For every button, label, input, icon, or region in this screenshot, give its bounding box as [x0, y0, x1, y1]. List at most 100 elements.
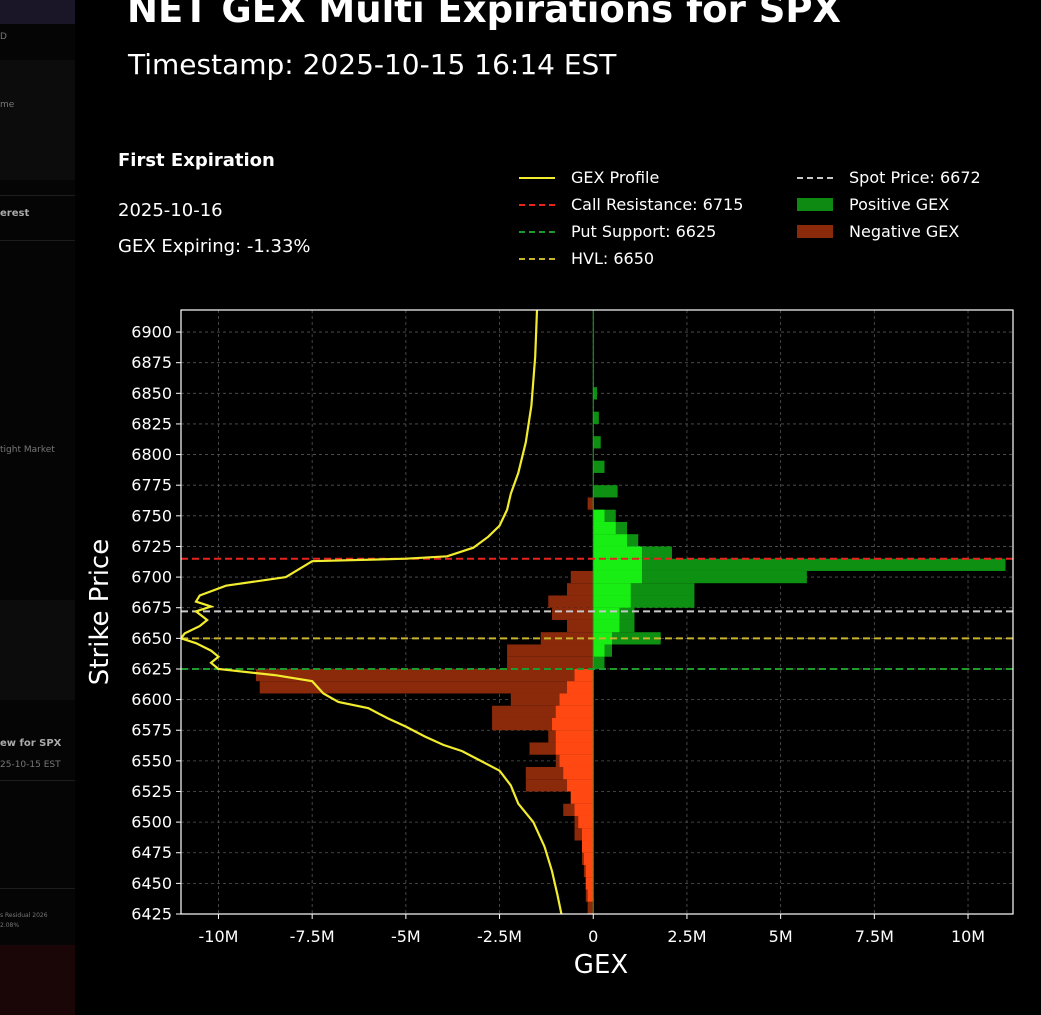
y-tick-label: 6700: [131, 568, 172, 587]
first-exp-negative-bar: [555, 742, 594, 755]
y-tick-label: 6525: [131, 782, 172, 801]
y-tick-label: 6725: [131, 537, 172, 556]
y-tick-label: 6875: [131, 353, 172, 372]
gex-expiring: GEX Expiring: -1.33%: [118, 236, 311, 257]
negative-gex-bar: [255, 668, 594, 682]
first-exp-positive-bar: [593, 595, 631, 608]
negative-gex-bar: [507, 644, 594, 657]
sidebar-panel: [0, 60, 75, 180]
x-tick-label: -2.5M: [477, 927, 522, 946]
first-exp-negative-bar: [555, 705, 594, 718]
y-tick-label: 6450: [131, 874, 172, 893]
y-tick-label: 6500: [131, 813, 172, 832]
x-tick-label: 7.5M: [855, 927, 894, 946]
sidebar-divider: [0, 888, 75, 889]
expiration-heading: First Expiration: [118, 150, 275, 171]
negative-gex-bar: [587, 901, 594, 914]
positive-gex-bar: [593, 411, 599, 424]
positive-gex-bar: [593, 558, 1006, 571]
first-exp-positive-bar: [593, 546, 642, 559]
y-tick-label: 6425: [131, 905, 172, 924]
positive-gex-bar: [593, 436, 601, 449]
y-tick-label: 6775: [131, 476, 172, 495]
first-exp-positive-bar: [593, 583, 631, 596]
negative-gex-bar: [552, 607, 594, 620]
sidebar-fragment: ew for SPX: [0, 738, 62, 749]
negative-gex-bar: [567, 583, 594, 596]
legend-swatch: [797, 198, 833, 211]
negative-gex-bar: [587, 497, 594, 510]
chart-legend: GEX Profile Call Resistance: 6715 Put Su…: [515, 164, 1015, 276]
first-exp-negative-bar: [567, 779, 594, 792]
legend-call-resistance: Call Resistance: 6715: [519, 195, 743, 214]
first-exp-negative-bar: [574, 668, 594, 682]
sidebar-fragment: erest: [0, 208, 30, 219]
y-tick-label: 6900: [131, 323, 172, 342]
first-exp-positive-bar: [593, 558, 642, 571]
negative-gex-bar: [567, 619, 594, 633]
positive-gex-bar: [593, 460, 605, 473]
sidebar-divider: [0, 195, 75, 196]
first-exp-positive-bar: [593, 607, 620, 620]
legend-swatch: [519, 257, 555, 260]
y-tick-label: 6750: [131, 506, 172, 525]
first-exp-negative-bar: [567, 681, 594, 694]
expiration-date: 2025-10-16: [118, 200, 223, 221]
negative-gex-bar: [548, 595, 594, 608]
first-exp-positive-bar: [593, 521, 616, 535]
x-tick-label: 5M: [769, 927, 793, 946]
y-tick-label: 6825: [131, 414, 172, 433]
sidebar-fragment: 25-10-15 EST: [0, 760, 61, 770]
gex-profile-line: [181, 310, 563, 914]
sidebar-fragment: s Residual 2026: [0, 912, 48, 919]
sidebar-panel: [0, 600, 75, 700]
positive-gex-bar: [593, 570, 807, 584]
legend-put-support: Put Support: 6625: [519, 222, 716, 241]
first-exp-positive-bar: [593, 619, 620, 633]
y-axis-label: Strike Price: [85, 539, 115, 685]
y-tick-label: 6800: [131, 445, 172, 464]
first-exp-negative-bar: [585, 877, 594, 890]
sidebar-fragment: 2.08%: [0, 922, 20, 929]
first-exp-negative-bar: [582, 840, 594, 853]
plot-frame: [180, 309, 1014, 915]
first-exp-negative-bar: [574, 803, 594, 816]
first-exp-negative-bar: [559, 754, 594, 767]
legend-swatch: [797, 176, 833, 179]
y-tick-label: 6600: [131, 690, 172, 709]
y-tick-label: 6650: [131, 629, 172, 648]
negative-gex-bar: [507, 656, 594, 669]
background-sidebar: D me erest tight Market ew for SPX 25-10…: [0, 0, 75, 1015]
x-axis-label: GEX: [574, 950, 628, 980]
positive-gex-bar: [593, 656, 605, 669]
first-exp-negative-bar: [578, 815, 594, 829]
sidebar-divider: [0, 240, 75, 241]
y-tick-label: 6550: [131, 751, 172, 770]
y-tick-label: 6675: [131, 598, 172, 617]
legend-swatch: [519, 230, 555, 233]
sidebar-fragment: D: [0, 32, 7, 42]
first-exp-positive-bar: [593, 570, 642, 584]
legend-swatch: [797, 225, 833, 238]
legend-negative-gex: Negative GEX: [797, 222, 959, 241]
legend-hvl: HVL: 6650: [519, 249, 654, 268]
positive-gex-bar: [593, 387, 597, 400]
x-tick-label: 0: [588, 927, 598, 946]
y-tick-label: 6475: [131, 843, 172, 862]
x-tick-label: -5M: [391, 927, 421, 946]
first-exp-negative-bar: [585, 864, 594, 878]
x-tick-label: 10M: [951, 927, 985, 946]
legend-swatch: [519, 176, 555, 179]
sidebar-fragment: tight Market: [0, 445, 55, 455]
first-exp-positive-bar: [593, 534, 627, 547]
negative-gex-bar: [570, 570, 594, 584]
first-exp-negative-bar: [570, 791, 594, 804]
legend-spot-price: Spot Price: 6672: [797, 168, 981, 187]
sidebar-mini-chart: [0, 945, 75, 1015]
sidebar-fragment: me: [0, 100, 15, 110]
negative-gex-bar: [259, 681, 594, 694]
chart-subtitle: Timestamp: 2025-10-15 16:14 EST: [128, 48, 617, 81]
first-exp-negative-bar: [552, 717, 594, 731]
sidebar-divider: [0, 780, 75, 781]
